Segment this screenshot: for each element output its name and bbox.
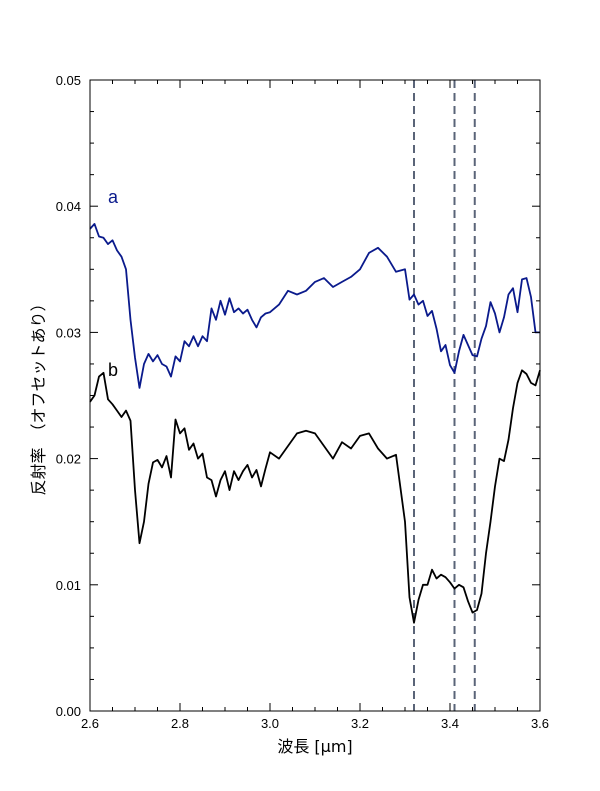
y-tick-label: 0.04 xyxy=(56,199,81,214)
series-b-label: b xyxy=(108,360,118,380)
series-a-label: a xyxy=(108,187,119,207)
series-labels: ab xyxy=(108,187,119,380)
series-a-line xyxy=(89,222,540,389)
x-tick-label: 3.6 xyxy=(531,716,549,731)
x-tick-label: 3.0 xyxy=(261,716,279,731)
reference-lines xyxy=(413,80,476,711)
y-tick-label: 0.02 xyxy=(56,452,81,467)
series-b-line xyxy=(89,369,541,624)
series-lines xyxy=(89,222,541,624)
y-axis-label: 反射率 （オフセットあり） xyxy=(29,295,48,495)
y-tick-label: 0.00 xyxy=(56,704,81,719)
x-tick-label: 2.6 xyxy=(81,716,99,731)
y-tick-label: 0.05 xyxy=(56,73,81,88)
y-tick-label: 0.03 xyxy=(56,325,81,340)
x-axis-label: 波長 [μm] xyxy=(277,737,352,756)
axis-ticks: 2.6 2.8 3.0 3.2 3.4 3.6 0.00 0.01 0.02 0.03 0.04 0.… xyxy=(56,73,549,731)
x-tick-label: 3.2 xyxy=(351,716,369,731)
x-tick-label: 2.8 xyxy=(171,716,189,731)
y-tick-label: 0.01 xyxy=(56,578,81,593)
plot-frame xyxy=(89,79,541,712)
x-tick-label: 3.4 xyxy=(441,716,459,731)
